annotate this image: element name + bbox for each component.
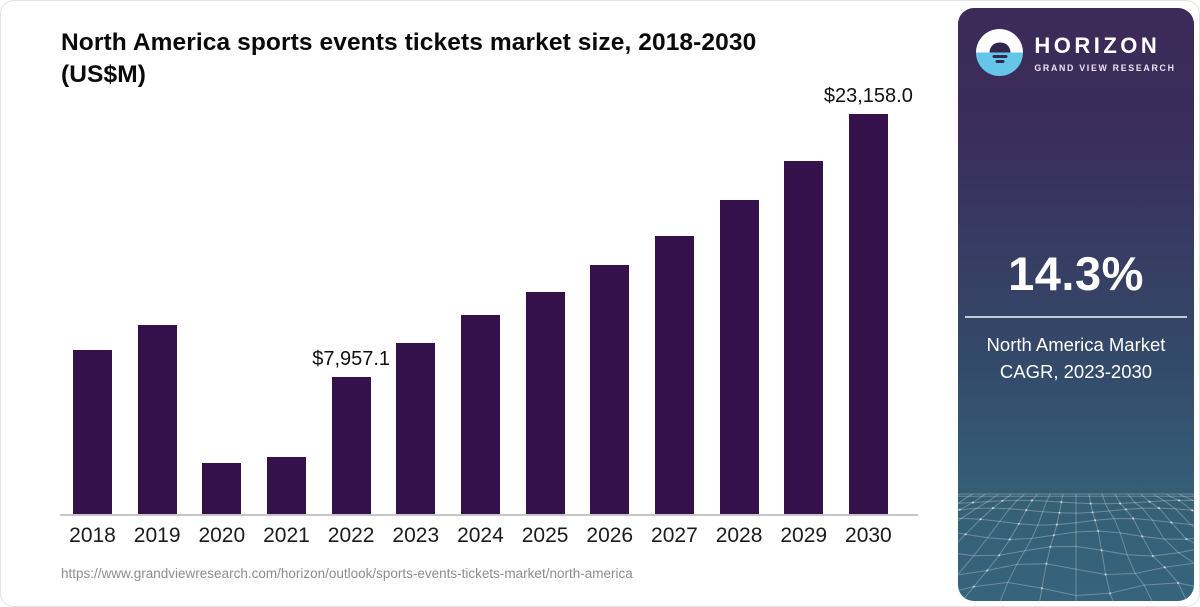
x-axis-label-2029: 2029 xyxy=(780,524,828,547)
bar-2028 xyxy=(719,200,759,514)
x-axis-label-2024: 2024 xyxy=(457,524,504,547)
wireframe-mesh-icon xyxy=(958,489,1194,601)
brand-panel: HORIZON GRAND VIEW RESEARCH 14.3% North … xyxy=(958,8,1194,601)
x-axis-label-2022: 2022 xyxy=(327,524,375,547)
stat-divider xyxy=(965,316,1187,318)
bar-group-2025 xyxy=(525,114,565,514)
bar-2020 xyxy=(202,462,242,514)
bar-group-2029 xyxy=(784,114,824,514)
cagr-label-line1: North America Market xyxy=(986,333,1166,355)
bar-group-2026 xyxy=(590,114,630,514)
x-axis-label-2019: 2019 xyxy=(133,524,181,547)
bar-2030: $23,158.0 xyxy=(824,85,913,514)
bar-value-label-2030: $23,158.0 xyxy=(823,85,913,107)
cagr-value: 14.3% xyxy=(1008,247,1144,300)
x-axis-line xyxy=(60,514,918,516)
bar-2018 xyxy=(73,349,112,514)
bars-row: $7,957.1 $23,158.0 xyxy=(73,85,913,514)
sun-icon xyxy=(989,42,1011,53)
bar-2022: $7,957.1 xyxy=(312,348,390,514)
chart-title: North America sports events tickets mark… xyxy=(61,27,901,92)
bar-2024 xyxy=(460,314,500,514)
bar-2019 xyxy=(137,325,177,514)
bar-2023 xyxy=(396,343,436,514)
cagr-label-line2: CAGR, 2023-2030 xyxy=(999,361,1153,383)
source-url-link[interactable]: https://www.grandviewresearch.com/horizo… xyxy=(61,566,633,581)
sun-reflection-line-icon xyxy=(995,60,1005,63)
bar-group-2030: $23,158.0 xyxy=(824,85,913,514)
bar-2029 xyxy=(784,160,824,514)
bar-2021 xyxy=(266,457,306,514)
x-axis-label-2018: 2018 xyxy=(69,524,116,547)
x-axis-label-2030: 2030 xyxy=(845,524,892,547)
bar-group-2020 xyxy=(202,114,242,514)
cagr-label: North America Market CAGR, 2023-2030 xyxy=(958,331,1194,387)
bar-group-2019 xyxy=(137,114,177,514)
bar-group-2018 xyxy=(73,114,112,514)
brand-text: HORIZON GRAND VIEW RESEARCH xyxy=(1034,33,1175,73)
x-axis-label-2028: 2028 xyxy=(715,524,763,547)
x-axis-label-2021: 2021 xyxy=(263,524,310,547)
x-axis-labels: 2018 2019 2020 2021 2022 2023 2024 2025 2026 2027… xyxy=(69,524,892,548)
bar-group-2028 xyxy=(719,114,759,514)
x-axis-label-2023: 2023 xyxy=(392,524,440,547)
brand-name: HORIZON xyxy=(1034,32,1161,58)
cagr-stat-block: 14.3% North America Market CAGR, 2023-20… xyxy=(958,246,1194,386)
bar-2027 xyxy=(654,235,694,514)
bar-group-2021 xyxy=(266,114,306,514)
sun-reflection-line-icon xyxy=(992,55,1008,58)
x-axis-label-2025: 2025 xyxy=(521,524,569,547)
bar-value-label-2022: $7,957.1 xyxy=(312,347,391,370)
chart-title-line1: North America sports events tickets mark… xyxy=(61,29,757,56)
bar-2026 xyxy=(590,265,630,514)
bar-group-2027 xyxy=(654,114,694,514)
brand-header: HORIZON GRAND VIEW RESEARCH xyxy=(958,29,1194,76)
bar-group-2024 xyxy=(460,114,500,514)
brand-subtitle: GRAND VIEW RESEARCH xyxy=(1034,62,1176,73)
bar-group-2022: $7,957.1 xyxy=(312,114,390,514)
bar-group-2023 xyxy=(396,114,436,514)
chart-title-line2: (US$M) xyxy=(61,61,146,89)
horizon-logo-icon xyxy=(976,29,1024,76)
x-axis-label-2027: 2027 xyxy=(651,524,698,547)
x-axis-label-2026: 2026 xyxy=(586,524,634,547)
bar-2025 xyxy=(525,291,565,514)
x-axis-label-2020: 2020 xyxy=(198,524,246,547)
